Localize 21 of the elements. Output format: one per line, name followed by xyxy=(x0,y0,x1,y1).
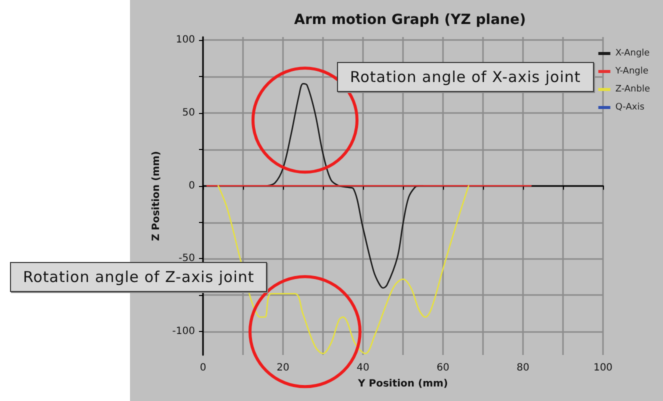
y-tick-label: 50 xyxy=(182,107,195,118)
x-tick-label: 60 xyxy=(436,362,450,374)
annotation: Rotation angle of Z-axis joint xyxy=(23,268,254,286)
chart-title: Arm motion Graph (YZ plane) xyxy=(294,12,526,28)
y-tick-label: -50 xyxy=(178,253,195,264)
x-tick-label: 100 xyxy=(593,362,613,374)
y-tick-label: -100 xyxy=(172,326,195,338)
y-tick-label: 0 xyxy=(188,180,195,192)
legend-label: X-Angle xyxy=(615,48,650,58)
line-series xyxy=(218,185,470,354)
x-tick-label: 20 xyxy=(276,362,290,374)
y-axis-title: Z Position (mm) xyxy=(150,151,162,241)
annotation: Rotation angle of X-axis joint xyxy=(337,62,594,92)
legend-label: Z-Anble xyxy=(615,84,650,94)
legend-label: Q-Axis xyxy=(615,102,645,112)
x-tick-label: 80 xyxy=(516,362,530,374)
legend-label: Y-Angle xyxy=(614,66,649,76)
y-tick-label: 100 xyxy=(176,34,195,46)
x-tick-label: 0 xyxy=(200,362,206,374)
x-tick-label: 40 xyxy=(356,362,370,374)
x-axis-title: Y Position (mm) xyxy=(357,378,448,390)
